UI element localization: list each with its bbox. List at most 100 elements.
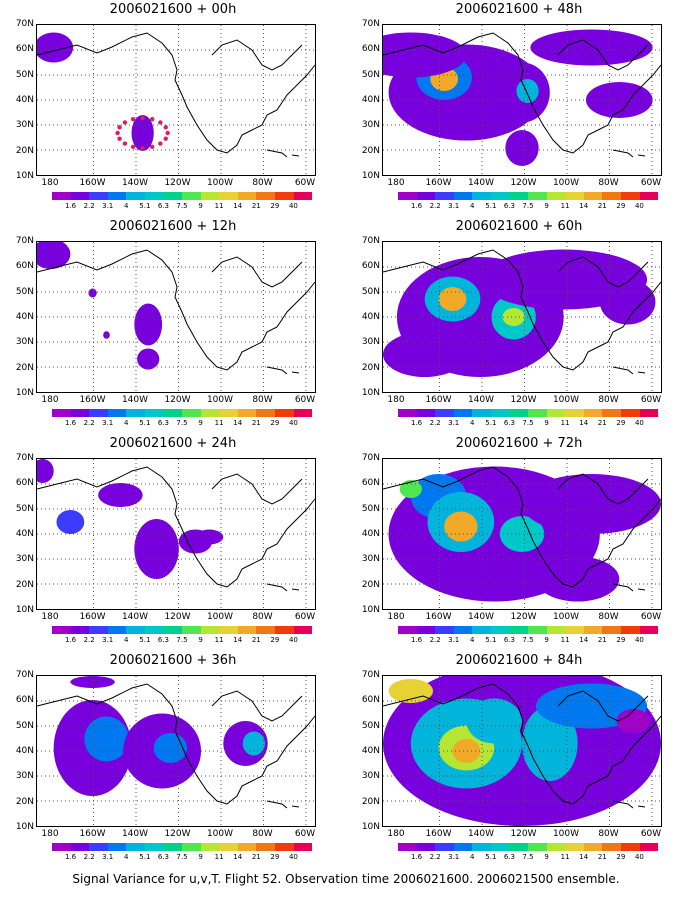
y-tick-label: 50N [15,69,34,80]
x-tick-label: 60W [294,612,316,622]
x-tick-label: 100W [552,395,580,405]
map-svg [37,676,315,826]
x-tick-label: 160W [425,178,452,188]
y-tick-label: 10N [15,171,34,181]
x-tick-label: 160W [425,829,452,839]
colorbar-level-label: 6.3 [157,853,169,861]
colorbar-level-label: 14 [233,202,243,210]
x-tick-label: 180 [41,829,59,839]
y-tick-label: 20N [15,796,34,807]
colorbar-level-label: 6.3 [503,419,515,427]
map-area [36,241,316,393]
colorbar-level-label: 3.1 [448,853,460,861]
colorbar-level-label: 7.5 [176,636,188,644]
colorbar-level-label: 4 [470,853,475,861]
colorbar-swatch [126,192,145,200]
colorbar-level-label: 1.6 [64,636,77,644]
colorbar-level-label: 11 [560,419,570,427]
x-tick-label: 120W [164,612,191,622]
colorbar-level-label: 4 [470,636,475,644]
colorbar-swatch [416,192,436,200]
colorbar-level-label: 11 [214,636,224,644]
colorbar-level-label: 40 [634,419,644,427]
colorbar-swatch [107,626,127,634]
y-tick-label: 20N [15,579,34,590]
x-tick-label: 60W [294,829,316,839]
observation-dot [117,136,122,141]
colorbar-swatch [237,192,257,200]
figure-caption: Signal Variance for u,v,T. Flight 52. Ob… [72,872,620,886]
y-tick-label: 20N [15,145,34,156]
y-tick-label: 70N [361,453,380,463]
colorbar-level-label: 5.1 [485,202,497,210]
colorbar-swatch [70,843,90,851]
colorbar [398,626,659,634]
colorbar-swatch [453,843,473,851]
colorbar-swatch [126,843,145,851]
x-tick-label: 80W [598,829,619,839]
y-tick-label: 20N [361,579,380,590]
colorbar-swatch [182,192,201,200]
colorbar-swatch [274,192,294,200]
colorbar-swatch [620,409,640,417]
colorbar-level-label: 21 [251,853,261,861]
map-area [382,24,662,176]
colorbar-swatch [528,192,547,200]
y-tick-label: 40N [361,529,380,539]
x-tick-label: 60W [294,178,316,188]
colorbar-swatch [453,192,473,200]
colorbar-swatch [293,192,313,200]
colorbar-swatch [583,626,603,634]
map-svg [383,25,661,175]
colorbar-level-label: 2.2 [429,202,441,210]
colorbar-swatch [200,843,220,851]
colorbar-swatch [565,192,584,200]
contour-region [98,483,143,507]
y-tick-label: 40N [361,746,380,756]
contour-region [522,474,661,534]
colorbar-level-label: 21 [251,202,261,210]
map-panel: 2006021600 + 60h 70N 60N 50N 40N 30N 20N 10N 180… [346,217,692,433]
colorbar-level-label: 11 [214,419,224,427]
observation-dot [115,130,120,136]
colorbar-level-label: 29 [616,202,626,210]
colorbar-level-label: 9 [198,202,203,210]
colorbar-level-label: 14 [579,853,589,861]
x-tick-label: 120W [510,395,537,405]
colorbar-level-label: 40 [288,853,298,861]
x-tick-label: 100W [206,612,234,622]
contour-region [383,32,467,78]
contour-region [499,516,545,552]
colorbar-level-label: 2.2 [429,853,441,861]
colorbar-level-label: 29 [616,419,626,427]
contour-region [37,32,74,63]
x-tick-label: 140W [467,612,495,622]
map-area [382,458,662,610]
x-tick-label: 60W [640,612,662,622]
map-panel: 2006021600 + 72h 70N 60N 50N 40N 30N 20N 10N 180… [346,434,692,650]
map-svg [383,676,661,826]
colorbar-swatch [293,409,313,417]
colorbar-swatch [583,192,603,200]
x-tick-label: 140W [121,178,149,188]
colorbar-swatch [256,409,275,417]
coastline [37,466,315,588]
observation-dot [140,115,145,121]
y-tick-label: 20N [361,362,380,373]
x-tick-label: 80W [598,612,619,622]
colorbar-level-label: 5.1 [139,419,151,427]
x-tick-label: 140W [121,395,149,405]
x-tick-label: 160W [79,612,106,622]
colorbar-level-label: 2.2 [83,202,95,210]
colorbar-swatch [509,843,529,851]
y-tick-label: 40N [361,312,380,322]
panel-title: 2006021600 + 00h [109,2,237,17]
y-tick-label: 20N [15,362,34,373]
x-tick-label: 160W [79,395,106,405]
contour-region [599,279,656,325]
x-tick-label: 180 [387,178,405,188]
map-area [36,458,316,610]
colorbar-swatch [256,192,275,200]
colorbar-level-label: 1.6 [64,419,77,427]
contour-region [37,459,54,483]
